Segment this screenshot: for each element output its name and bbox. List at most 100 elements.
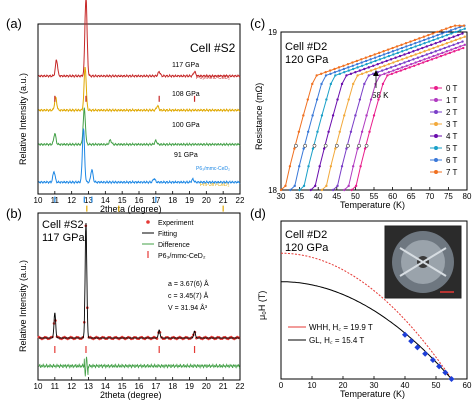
panel-c-series-marker [450, 48, 453, 51]
panel-c-series-marker [324, 71, 327, 74]
panel-c-series-marker [414, 45, 417, 48]
panel-c-legend-marker [434, 170, 438, 174]
panel-c-series-marker [401, 50, 404, 53]
panel-c-series-marker [329, 82, 333, 86]
panel-a-ref2: P6₃/mmc-CeD₂ [196, 166, 230, 172]
panel-b-fitting-line [38, 222, 240, 339]
panel-c-series-marker [364, 59, 368, 63]
panel-c-series-marker [351, 61, 354, 64]
panel-c-series-marker [421, 54, 424, 58]
panel-c-series-marker [374, 67, 377, 71]
panel-c-series-marker [351, 165, 355, 168]
panel-c-series-marker [360, 61, 363, 64]
panel-c-series-marker [337, 66, 341, 69]
panel-c-series-marker [412, 50, 415, 53]
panel-c-legend-label: 4 T [446, 132, 458, 141]
panel-c-series-marker [418, 59, 422, 63]
panel-c-series-marker [387, 62, 391, 66]
panel-c-series-marker [454, 38, 458, 42]
panel-c-series-marker [414, 42, 417, 45]
panel-a-series-line [38, 128, 241, 185]
panel-c-series-marker [293, 147, 296, 150]
panel-c-series-marker [345, 74, 348, 77]
panel-b-xtick-label: 11 [51, 382, 60, 391]
panel-c-series-marker [372, 64, 375, 67]
panel-c-series-marker [462, 46, 465, 50]
panel-c-series-marker [307, 165, 310, 168]
panel-c-legend-label: 3 T [446, 120, 458, 129]
panel-c-series-marker [360, 58, 363, 61]
panel-c-series-marker [279, 188, 283, 192]
panel-c-series-marker [434, 50, 437, 53]
panel-c-series-marker [336, 184, 339, 188]
panel-d-label: (d) [250, 206, 266, 221]
panel-c-series-marker [378, 66, 382, 69]
panel-c-series-marker [459, 45, 462, 48]
panel-c-series-marker [459, 37, 462, 40]
panel-c-series-marker [408, 66, 411, 69]
panel-c-series-marker [382, 50, 385, 53]
panel-c-series-marker [390, 72, 394, 76]
panel-c-legend-marker [434, 98, 438, 102]
panel-c-series-marker [394, 56, 397, 59]
panel-c-xlabel: Temperature (K) [340, 200, 405, 210]
panel-c-series-marker [297, 130, 301, 133]
panel-c-series-marker [412, 58, 415, 61]
panel-c-series-marker [443, 46, 446, 50]
panel-c-series-marker [395, 71, 398, 74]
panel-c-series-marker [365, 62, 368, 66]
panel-a-series-line [38, 107, 241, 147]
panel-b-lattice-a: a = 3.67(6) Å [168, 279, 209, 288]
panel-b-pressure: 117 GPa [42, 232, 85, 244]
panel-c-legend-marker [434, 122, 438, 126]
panel-c-series-marker [350, 188, 353, 192]
panel-c-series-marker [373, 56, 377, 59]
panel-c-series-marker [439, 54, 443, 58]
panel-c-xtick-label: 55 [370, 192, 379, 201]
panel-c-series-marker [405, 48, 408, 51]
panel-c-series-marker [410, 62, 413, 66]
panel-d-xtick-label: 10 [308, 381, 317, 390]
panel-c-arrow-label: 58 K [372, 91, 389, 100]
panel-b-xtick-label: 20 [202, 382, 211, 391]
panel-c-xtick-label: 45 [332, 192, 341, 201]
panel-c-series-marker [436, 33, 439, 37]
panel-c-series-marker [298, 188, 301, 192]
panel-c-series-marker [318, 165, 321, 168]
panel-d-xtick-label: 40 [401, 381, 410, 390]
panel-c-series-marker [311, 82, 314, 86]
panel-c-series-marker [368, 130, 371, 133]
panel-a-ylabel: Relative Intensity (a.u.) [18, 73, 28, 165]
panel-d-inset-photo [384, 225, 462, 299]
panel-d-ylabel: μ₀H (T) [257, 291, 267, 320]
panel-b-xtick-label: 10 [34, 382, 43, 391]
panel-c-series-marker [322, 147, 326, 150]
panel-c-series-marker [410, 54, 413, 58]
panel-c-series-marker [343, 71, 346, 74]
panel-c-series-marker [367, 74, 370, 77]
panel-c-series-marker [346, 62, 350, 66]
panel-c-series-marker [315, 98, 319, 101]
panel-c-series-marker [358, 69, 362, 72]
panel-c-series-marker [452, 35, 455, 38]
panel-b-xtick-label: 16 [135, 382, 144, 391]
panel-c-series-marker [447, 37, 451, 40]
panel-c-series-marker [340, 165, 344, 168]
panel-c-xtick-label: 50 [351, 192, 360, 201]
panel-c-series-marker [458, 24, 461, 27]
panel-b-cell: Cell #S2 [42, 219, 84, 231]
panel-c-series-marker [392, 69, 395, 72]
panel-a-xtick-label: 19 [185, 196, 194, 205]
panel-c-series-marker [456, 33, 460, 37]
panel-c-series-marker [356, 66, 359, 69]
panel-c-legend-label: 7 T [446, 168, 458, 177]
panel-a-series-line [38, 0, 241, 79]
panel-c-series-marker [432, 38, 435, 42]
panel-c-series-marker [392, 61, 395, 64]
panel-c-series-marker [328, 69, 332, 72]
panel-c-series-marker [284, 184, 287, 188]
panel-c-series-marker [345, 147, 348, 150]
panel-c-series-marker [289, 188, 292, 192]
panel-c-series-marker [373, 53, 376, 56]
